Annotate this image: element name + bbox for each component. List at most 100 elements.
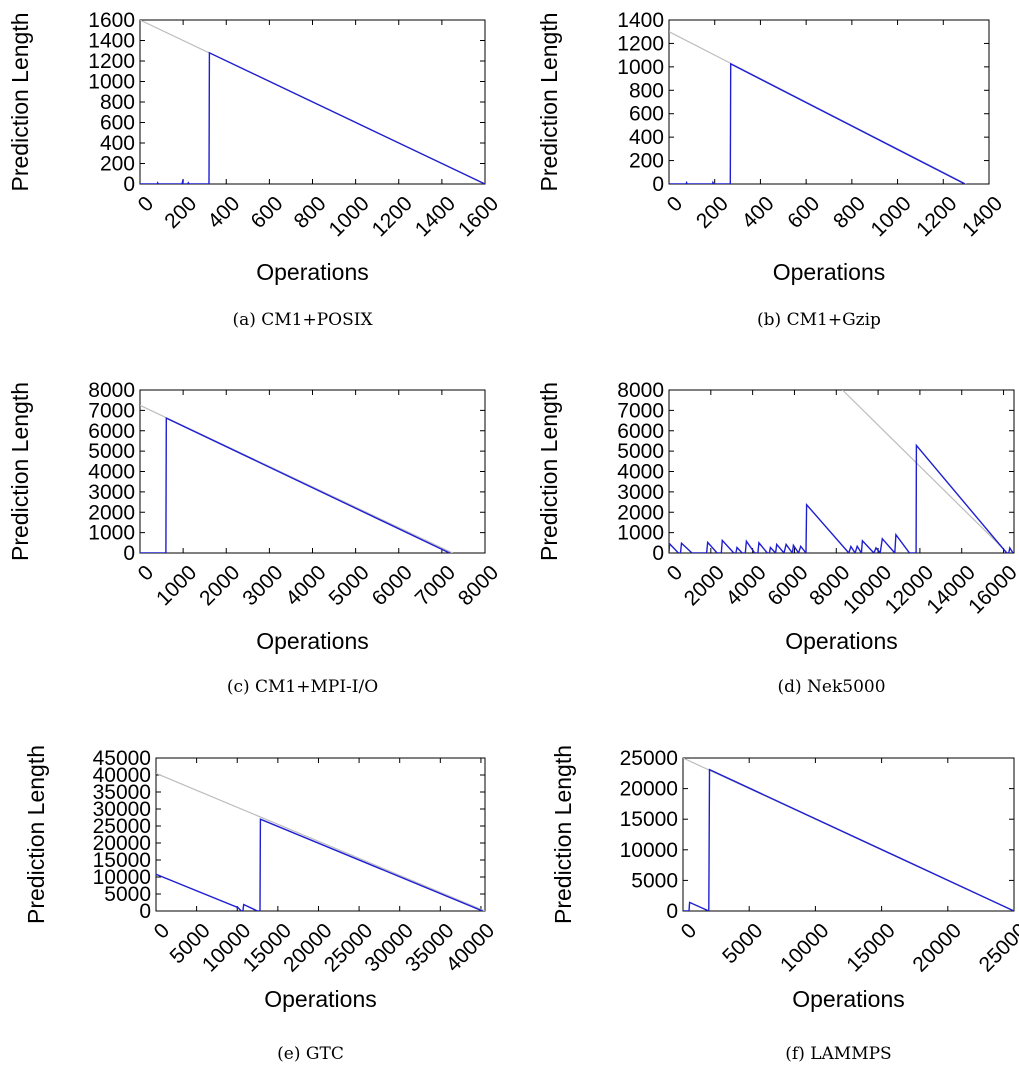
x-tick-label: 0 (663, 192, 688, 217)
x-tick-label: 6000 (763, 561, 812, 610)
y-tick-label: 4000 (617, 461, 664, 484)
x-tick-label: 200 (692, 192, 733, 233)
y-tick-label: 15000 (93, 849, 151, 872)
x-tick-label: 16000 (964, 561, 1019, 619)
y-tick-label: 6000 (88, 420, 135, 443)
x-tick-label: 3000 (238, 561, 287, 610)
x-tick-label: 20000 (908, 919, 966, 977)
panel-caption: (a) CM1+POSIX (232, 310, 373, 330)
x-tick-label: 4000 (722, 561, 771, 610)
x-axis-label: Operations (264, 986, 377, 1012)
y-tick-label: 20000 (93, 832, 151, 855)
x-tick-label: 1400 (958, 192, 1007, 241)
x-tick-label: 800 (829, 192, 870, 233)
x-tick-label: 1000 (152, 561, 201, 610)
y-tick-label: 1000 (617, 522, 664, 545)
y-axis-label: Prediction Length (536, 382, 562, 561)
y-axis-label: Prediction Length (7, 12, 33, 191)
x-axis-label: Operations (256, 259, 369, 285)
x-tick-label: 1400 (411, 192, 460, 241)
x-tick-label: 0 (134, 192, 159, 217)
x-tick-label: 1600 (454, 192, 503, 241)
y-tick-label: 15000 (620, 808, 678, 831)
x-axis-label: Operations (792, 986, 905, 1012)
y-tick-label: 40000 (93, 764, 151, 787)
y-tick-label: 3000 (88, 481, 135, 504)
y-tick-label: 800 (100, 91, 135, 114)
panel-caption: (c) CM1+MPI-I/O (227, 677, 378, 697)
y-tick-label: 1200 (617, 32, 664, 55)
x-tick-label: 1200 (912, 192, 961, 241)
y-tick-label: 1400 (88, 30, 135, 53)
y-tick-label: 1600 (88, 9, 135, 32)
y-tick-label: 5000 (104, 883, 151, 906)
x-axis-label: Operations (785, 628, 898, 654)
y-tick-label: 200 (100, 153, 135, 176)
y-tick-label: 7000 (88, 399, 135, 422)
x-tick-label: 5000 (718, 919, 767, 968)
y-tick-label: 0 (652, 542, 664, 565)
x-tick-label: 2000 (680, 561, 729, 610)
plot-frame (155, 757, 486, 912)
x-tick-label: 7000 (411, 561, 460, 610)
x-tick-label: 5000 (325, 561, 374, 610)
x-tick-label: 0 (150, 919, 175, 944)
y-tick-label: 30000 (93, 798, 151, 821)
x-tick-label: 4000 (281, 561, 330, 610)
y-tick-label: 1400 (617, 9, 664, 32)
ideal-line-d (842, 390, 1009, 553)
y-tick-label: 10000 (93, 866, 151, 889)
plot-frame (139, 389, 486, 554)
predicted-line-a (140, 51, 485, 184)
y-tick-label: 800 (629, 79, 664, 102)
y-tick-label: 400 (629, 126, 664, 149)
x-tick-label: 400 (203, 192, 244, 233)
plot-frame (668, 389, 1015, 554)
x-tick-label: 8000 (454, 561, 503, 610)
x-tick-label: 0 (134, 561, 159, 586)
predicted-line-b (669, 62, 966, 184)
y-tick-label: 10000 (620, 839, 678, 862)
panel-caption: (b) CM1+Gzip (757, 310, 881, 330)
x-tick-label: 6000 (368, 561, 417, 610)
y-tick-label: 20000 (620, 778, 678, 801)
y-tick-label: 8000 (617, 379, 664, 402)
predicted-line-d (669, 443, 1014, 553)
y-axis-label: Prediction Length (7, 382, 33, 561)
y-tick-label: 1000 (88, 71, 135, 94)
y-tick-label: 2000 (88, 501, 135, 524)
y-tick-label: 0 (123, 173, 135, 196)
y-tick-label: 0 (139, 900, 151, 923)
y-tick-label: 1000 (617, 56, 664, 79)
panel-caption: (e) GTC (277, 1044, 344, 1064)
x-tick-label: 2000 (195, 561, 244, 610)
y-tick-label: 0 (666, 900, 678, 923)
y-axis-label: Prediction Length (23, 745, 49, 924)
x-axis-label: Operations (773, 259, 886, 285)
y-tick-label: 1200 (88, 50, 135, 73)
x-tick-label: 10000 (776, 919, 834, 977)
x-tick-label: 0 (663, 561, 688, 586)
x-tick-label: 0 (677, 919, 702, 944)
y-tick-label: 5000 (631, 869, 678, 892)
chart-panel-e: 0500010000150002000025000300003500040000… (23, 745, 499, 1064)
y-tick-label: 200 (629, 150, 664, 173)
panel-caption: (f) LAMMPS (785, 1044, 891, 1064)
y-axis-label: Prediction Length (550, 745, 576, 924)
y-tick-label: 8000 (88, 379, 135, 402)
predicted-line-e (156, 818, 483, 911)
chart-panel-d: 0100020003000400050006000700080000200040… (536, 379, 1019, 697)
x-tick-label: 25000 (975, 919, 1019, 977)
y-tick-label: 6000 (617, 420, 664, 443)
plot-frame (682, 757, 1015, 912)
y-axis-label: Prediction Length (536, 12, 562, 191)
y-tick-label: 7000 (617, 399, 664, 422)
x-tick-label: 1200 (368, 192, 417, 241)
y-tick-label: 5000 (88, 440, 135, 463)
y-tick-label: 600 (629, 103, 664, 126)
x-tick-label: 200 (160, 192, 201, 233)
x-tick-label: 800 (290, 192, 331, 233)
